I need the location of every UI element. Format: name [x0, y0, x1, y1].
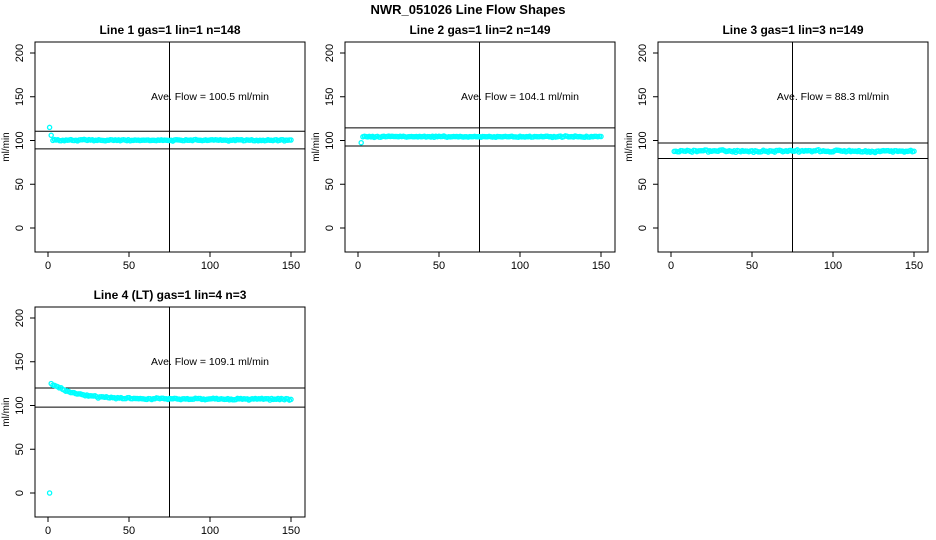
plot-area: 0 50 100 150 0 50 100 150 200 [14, 306, 306, 537]
y-tick-label: 200 [324, 44, 336, 62]
x-tick-label: 50 [433, 260, 445, 272]
y-tick-label: 0 [324, 225, 336, 231]
x-tick-label: 50 [123, 525, 135, 537]
x-tick-label: 100 [511, 260, 529, 272]
data-point [46, 124, 53, 131]
y-tick-label: 0 [637, 225, 649, 231]
plot-area: 0 50 100 150 0 50 100 150 200 [637, 41, 929, 272]
y-tick-label: 200 [637, 44, 649, 62]
x-tick-label: 150 [282, 525, 300, 537]
y-tick-label: 50 [14, 178, 26, 190]
x-tick-label: 150 [592, 260, 610, 272]
y-tick-label: 50 [14, 443, 26, 455]
y-tick-label: 50 [324, 178, 336, 190]
panel-title: Line 2 gas=1 lin=2 n=149 [409, 23, 550, 37]
y-tick-label: 100 [324, 131, 336, 149]
x-tick-label: 100 [824, 260, 842, 272]
y-tick-label: 150 [324, 88, 336, 106]
plot-area: 0 50 100 150 0 50 100 150 200 [14, 41, 306, 272]
y-axis-label: ml/min [624, 132, 635, 161]
y-tick-label: 200 [14, 309, 26, 327]
y-tick-label: 200 [14, 44, 26, 62]
y-tick-label: 0 [14, 225, 26, 231]
y-tick-label: 150 [14, 353, 26, 371]
data-point [48, 132, 54, 139]
y-tick-label: 150 [637, 88, 649, 106]
y-tick-label: 150 [14, 88, 26, 106]
ave-flow-annotation: Ave. Flow = 100.5 ml/min [151, 91, 269, 103]
y-tick-label: 50 [637, 178, 649, 190]
panel-line1-chart: Line 1 gas=1 lin=1 n=148 0 50 100 150 0 50 100… [1, 23, 306, 272]
panel-line2-chart: Line 2 gas=1 lin=2 n=149 0 50 100 150 0 50 100… [311, 23, 616, 272]
panel-title: Line 3 gas=1 lin=3 n=149 [722, 23, 863, 37]
y-tick-label: 100 [14, 396, 26, 414]
y-tick-label: 100 [14, 131, 26, 149]
panel-line4-chart: Line 4 (LT) gas=1 lin=4 n=3 0 50 100 150 0 50… [1, 288, 306, 537]
data-point [911, 148, 917, 154]
y-axis-label: ml/min [311, 132, 322, 161]
x-tick-label: 0 [355, 260, 361, 272]
y-tick-label: 0 [14, 490, 26, 496]
x-tick-label: 150 [282, 260, 300, 272]
ave-flow-annotation: Ave. Flow = 104.1 ml/min [461, 91, 579, 103]
plot-area: 0 50 100 150 0 50 100 150 200 [324, 41, 616, 272]
panel-line3-chart: Line 3 gas=1 lin=3 n=149 0 50 100 150 0 50 100… [624, 23, 929, 272]
data-point [358, 139, 364, 146]
data-point [46, 490, 53, 496]
x-tick-label: 50 [123, 260, 135, 272]
x-tick-label: 150 [905, 260, 923, 272]
data-points [46, 380, 294, 496]
y-axis-label: ml/min [1, 132, 12, 161]
data-point [288, 396, 294, 403]
data-points [358, 133, 604, 146]
y-axis-label: ml/min [1, 397, 12, 426]
data-point [598, 133, 604, 140]
panel-title: Line 4 (LT) gas=1 lin=4 n=3 [94, 288, 247, 302]
x-tick-label: 100 [201, 525, 219, 537]
ave-flow-annotation: Ave. Flow = 88.3 ml/min [777, 91, 889, 103]
x-tick-label: 50 [746, 260, 758, 272]
data-points [46, 124, 294, 144]
x-tick-label: 0 [45, 525, 51, 537]
data-points [671, 146, 917, 156]
ave-flow-annotation: Ave. Flow = 109.1 ml/min [151, 356, 269, 368]
data-point [288, 137, 294, 143]
y-tick-label: 100 [637, 131, 649, 149]
x-tick-label: 100 [201, 260, 219, 272]
x-tick-label: 0 [45, 260, 51, 272]
panel-title: Line 1 gas=1 lin=1 n=148 [99, 23, 240, 37]
figure-title: NWR_051026 Line Flow Shapes [370, 2, 566, 17]
x-tick-label: 0 [668, 260, 674, 272]
